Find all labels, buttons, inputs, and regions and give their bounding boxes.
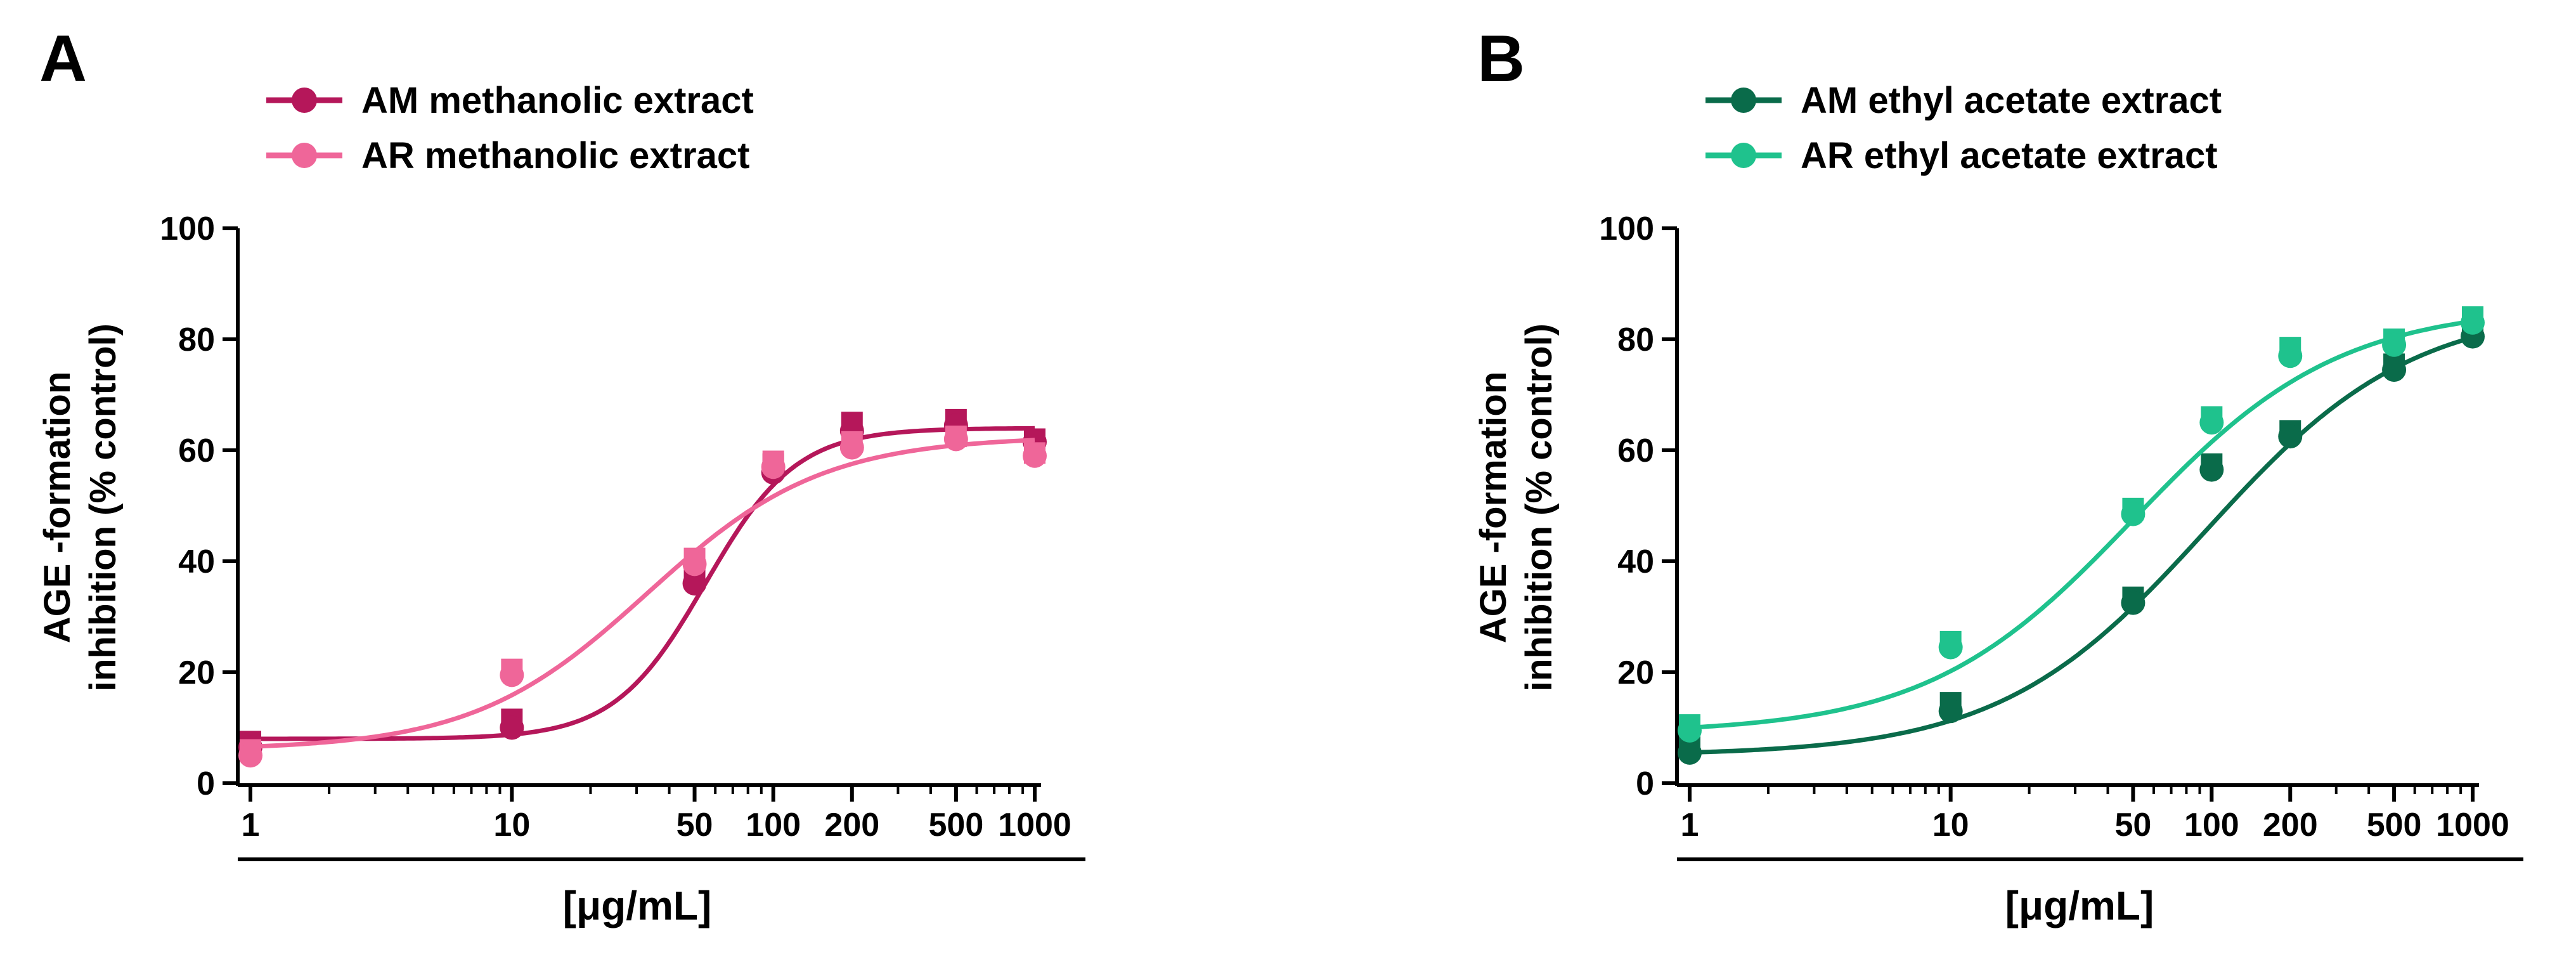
y-tick-label: 20 [1617, 654, 1654, 691]
y-axis-label-line1: AGE -formation [1473, 372, 1514, 644]
data-point [2461, 310, 2485, 335]
x-tick-label: 10 [1932, 807, 1969, 843]
legend-marker [1731, 143, 1756, 168]
y-axis-label-line2: inhibition (% control) [1518, 323, 1560, 691]
x-tick-label: 100 [746, 807, 801, 843]
data-point [682, 552, 707, 576]
data-point [500, 663, 524, 687]
y-tick-label: 60 [1617, 433, 1654, 469]
fit-curve [1689, 319, 2473, 730]
y-tick-label: 100 [1599, 211, 1654, 247]
x-tick-label: 10 [493, 807, 530, 843]
legend-label: AR methanolic extract [361, 135, 749, 176]
fit-curve [1689, 335, 2473, 755]
x-tick-label: 50 [2114, 807, 2151, 843]
data-point [682, 571, 707, 596]
y-tick-label: 100 [160, 211, 215, 247]
data-point [1023, 443, 1047, 468]
panel-label: A [39, 22, 87, 96]
y-axis-label-line1: AGE -formation [37, 372, 78, 644]
y-tick-label: 0 [1636, 765, 1654, 802]
x-tick-label: 200 [2263, 807, 2318, 843]
x-tick-label: 500 [928, 807, 983, 843]
x-tick-label: 100 [2184, 807, 2239, 843]
y-tick-label: 0 [197, 765, 215, 802]
x-tick-label: 50 [676, 807, 713, 843]
data-point [2121, 590, 2146, 615]
data-point [2199, 457, 2224, 482]
y-axis-label-line2: inhibition (% control) [82, 323, 124, 691]
data-point [1938, 635, 1963, 660]
x-tick-label: 500 [2367, 807, 2422, 843]
data-point [761, 455, 786, 479]
data-point [238, 743, 262, 768]
legend-marker [292, 143, 317, 168]
panel-label: B [1477, 22, 1525, 96]
legend-marker [292, 88, 317, 113]
panel-b: B AM ethyl acetate extract AR ethyl acetat… [1473, 22, 2523, 928]
data-point [2382, 332, 2407, 357]
x-tick-label: 1000 [2436, 807, 2509, 843]
data-point [2199, 410, 2224, 435]
x-tick-label: 1 [242, 807, 260, 843]
y-tick-label: 80 [1617, 322, 1654, 358]
data-point [839, 435, 864, 460]
data-point [2121, 502, 2146, 526]
x-axis-label: [μg/mL] [2005, 883, 2154, 928]
legend-marker [1731, 88, 1756, 113]
y-tick-label: 80 [178, 322, 215, 358]
legend-label: AR ethyl acetate extract [1801, 135, 2218, 176]
x-tick-label: 1 [1681, 807, 1699, 843]
data-point [2382, 358, 2407, 382]
y-tick-label: 40 [178, 544, 215, 580]
legend-label: AM ethyl acetate extract [1801, 80, 2222, 121]
y-tick-label: 40 [1617, 544, 1654, 580]
data-point [943, 427, 968, 452]
data-point [1938, 699, 1963, 724]
x-tick-label: 200 [824, 807, 879, 843]
x-tick-label: 1000 [998, 807, 1071, 843]
data-point [500, 715, 524, 740]
x-axis-label: [μg/mL] [563, 883, 712, 928]
fit-curve [250, 426, 1035, 741]
y-tick-label: 60 [178, 433, 215, 469]
data-point [2278, 424, 2303, 449]
y-tick-label: 20 [178, 654, 215, 691]
panel-a: A AM methanolic extract AR methanolic extr… [37, 22, 1085, 928]
fit-curve [250, 438, 1035, 749]
data-point [1678, 740, 1702, 765]
data-point [2278, 344, 2303, 368]
data-point [1678, 718, 1702, 743]
legend-label: AM methanolic extract [361, 80, 754, 121]
